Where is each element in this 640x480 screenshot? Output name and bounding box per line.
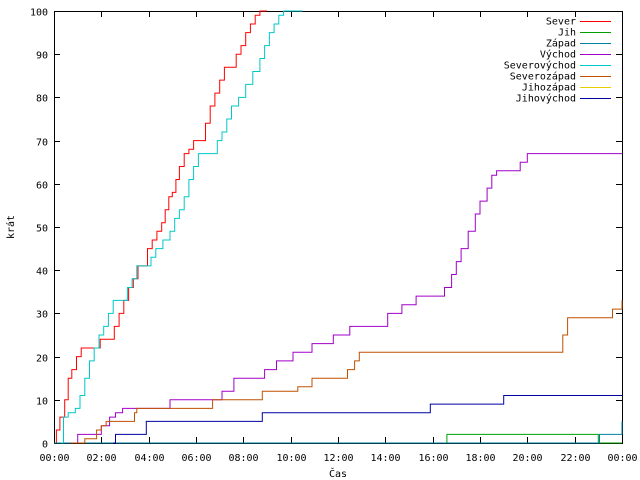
y-tick-label: 50: [36, 224, 48, 235]
x-tick-label: 14:00: [370, 453, 400, 464]
x-tick-label: 12:00: [323, 453, 353, 464]
series-line-0: [54, 10, 267, 444]
x-tick-label: 06:00: [181, 453, 211, 464]
y-tick-label: 0: [42, 440, 48, 451]
x-tick-label: 00:00: [607, 453, 637, 464]
legend-label: Jih: [558, 28, 576, 39]
y-tick-label: 40: [36, 267, 48, 278]
y-tick-label: 10: [36, 397, 48, 408]
y-tick-label: 30: [36, 310, 48, 321]
y-axis-label: krát: [5, 215, 17, 239]
x-tick-label: 16:00: [418, 453, 448, 464]
legend-label: Severovýchod: [504, 60, 576, 72]
legend-label: Severozápad: [510, 71, 576, 83]
y-tick-label: 100: [30, 8, 48, 19]
x-tick-label: 00:00: [39, 453, 69, 464]
series-layer: [54, 10, 623, 444]
series-line-3: [75, 153, 622, 444]
x-axis-label: Čas: [329, 467, 347, 480]
x-tick-label: 22:00: [560, 453, 590, 464]
axis-ticks: 00:00 02:00 04:00 06:00 08:00 10:00 12:00 14:00…: [30, 8, 638, 465]
legend-label: Západ: [546, 38, 576, 50]
x-tick-label: 08:00: [228, 453, 258, 464]
series-line-4: [61, 10, 303, 444]
y-tick-label: 70: [36, 138, 48, 149]
y-tick-label: 80: [36, 94, 48, 105]
x-tick-label: 04:00: [134, 453, 164, 464]
y-tick-label: 60: [36, 181, 48, 192]
legend-label: Jihozápad: [522, 82, 576, 94]
legend: SeverJihZápadVýchodSeverovýchodSeverozáp…: [504, 17, 611, 105]
x-tick-label: 18:00: [465, 453, 495, 464]
series-line-2: [54, 421, 623, 444]
y-tick-label: 20: [36, 354, 48, 365]
legend-label: Jihovýchod: [516, 93, 576, 105]
y-tick-label: 90: [36, 51, 48, 62]
x-tick-label: 10:00: [276, 453, 306, 464]
series-line-7: [113, 395, 622, 444]
series-line-5: [70, 300, 623, 444]
x-tick-label: 20:00: [512, 453, 542, 464]
legend-label: Východ: [540, 49, 576, 61]
legend-label: Sever: [546, 17, 576, 28]
x-tick-label: 02:00: [86, 453, 116, 464]
